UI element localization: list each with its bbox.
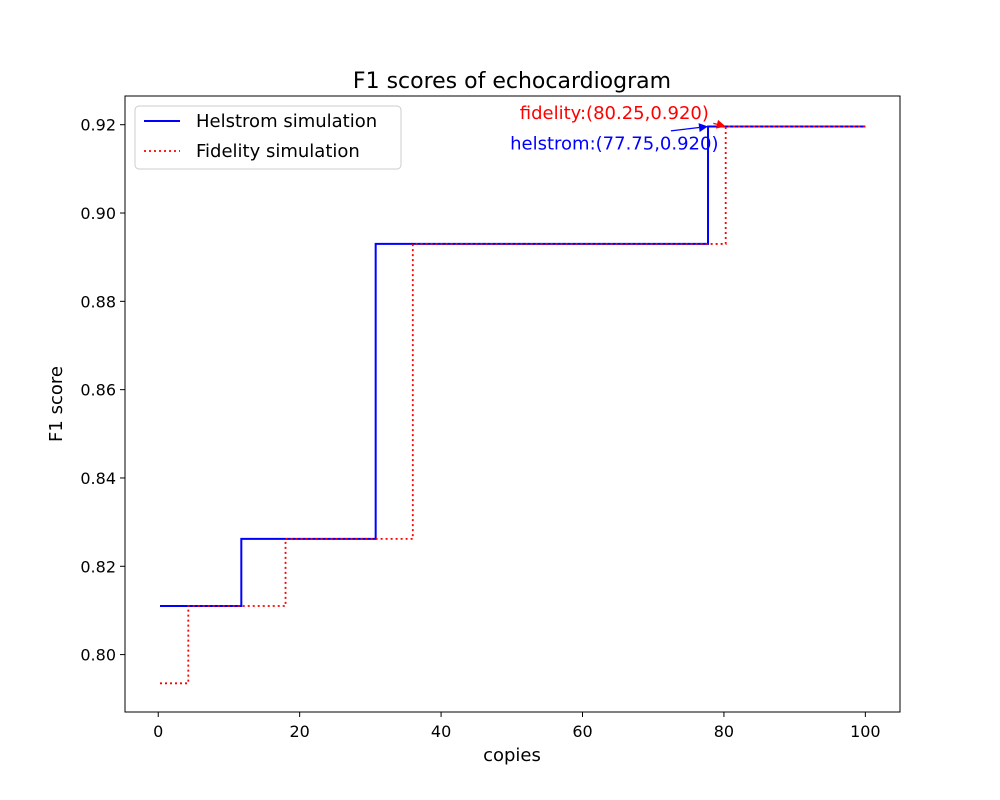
annotation-arrow-head: [715, 119, 726, 129]
y-tick-label: 0.90: [80, 204, 116, 223]
y-tick-label: 0.92: [80, 116, 116, 135]
axes-frame: [124, 95, 901, 713]
x-tick-label: 100: [850, 722, 881, 741]
x-tick-label: 0: [153, 722, 163, 741]
y-tick-label: 0.86: [80, 381, 116, 400]
x-axis-label: copies: [483, 745, 541, 766]
annotation-arrow-head: [698, 123, 709, 133]
legend-label: Fidelity simulation: [196, 141, 360, 162]
x-tick-label: 60: [572, 722, 592, 741]
y-tick-label: 0.82: [80, 557, 116, 576]
plot-area: 0 20 40 60 80 100 0.80 0.82 0.84 0.86 0.88 0.90 0.92…: [80, 95, 901, 741]
x-tick-label: 20: [289, 722, 309, 741]
annotation-arrow-line: [713, 122, 718, 125]
annotation-label: fidelity:(80.25,0.920): [520, 103, 709, 124]
legend: Helstrom simulation Fidelity simulation: [134, 105, 402, 170]
annotation-arrow-line: [670, 126, 700, 132]
x-tick-label: 80: [714, 722, 734, 741]
legend-label: Helstrom simulation: [196, 111, 377, 132]
chart-title: F1 scores of echocardiogram: [353, 69, 671, 94]
x-tick-label: 40: [431, 722, 451, 741]
y-tick-label: 0.80: [80, 646, 116, 665]
series-line-helstrom-simulation: [160, 125, 866, 608]
y-axis-label: F1 score: [46, 366, 67, 442]
series-line-fidelity-simulation: [160, 125, 866, 685]
y-tick-label: 0.84: [80, 469, 116, 488]
y-tick-label: 0.88: [80, 292, 116, 311]
legend-box: [134, 105, 402, 170]
annotation-label: helstrom:(77.75,0.920): [510, 133, 718, 154]
